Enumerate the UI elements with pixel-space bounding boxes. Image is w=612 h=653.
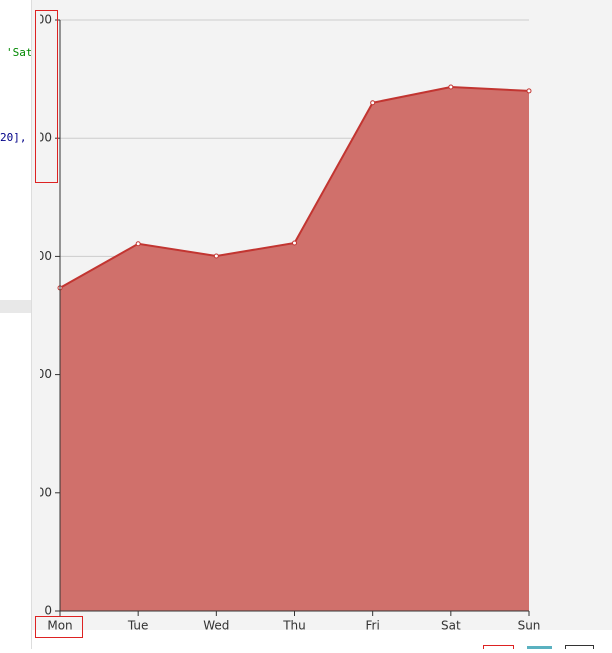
y-tick-label: 1200 [21,131,52,145]
point [448,84,454,90]
x-tick-label: Mon [47,619,72,633]
y-tick-label: 1500 [21,13,52,27]
point [526,88,532,94]
highlight-box [35,616,83,638]
button[interactable] [483,645,514,653]
editor-highlight [0,300,31,313]
editor-pane [0,0,31,649]
y-tick-label: 0 [44,604,52,618]
x-tick-label: Thu [282,619,306,633]
area [60,86,529,612]
x-tick-label: Tue [127,619,149,633]
x-tick-label: Wed [203,619,229,633]
chart: 0 300 600 900 1200 1500 Mon Tue Wed Thu Fri Sat Sun [21,13,541,633]
y-tick-label: 600 [29,367,52,381]
highlight-box [35,10,58,183]
point [135,241,141,247]
button[interactable] [565,645,594,653]
y-tick-label: 300 [29,485,52,499]
y-tick-label: 900 [29,249,52,263]
point [292,240,297,246]
x-tick-label: Sat [441,619,461,633]
x-tick-label: Sun [518,619,541,633]
point [370,100,376,106]
x-tick-label: Fri [366,619,380,633]
code-text: 20], [0,131,27,144]
code-text: 'Sat [6,46,33,59]
point [213,253,219,259]
